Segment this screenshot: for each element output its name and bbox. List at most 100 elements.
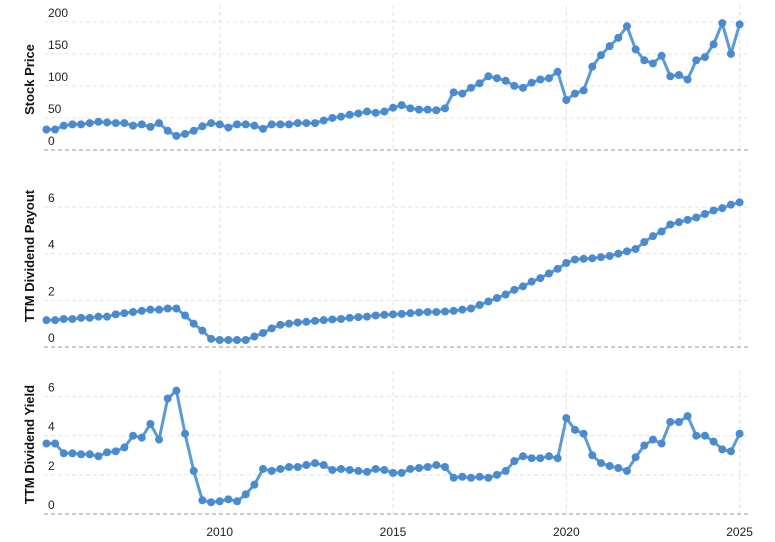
point <box>172 131 181 140</box>
point <box>380 107 389 116</box>
point <box>458 305 467 314</box>
point <box>692 431 701 440</box>
point <box>319 116 328 125</box>
point <box>596 459 605 468</box>
point <box>709 40 718 49</box>
point <box>181 311 190 320</box>
point <box>380 310 389 319</box>
point <box>674 417 683 426</box>
point <box>415 308 424 317</box>
point <box>518 452 527 461</box>
point <box>276 120 285 129</box>
point <box>397 309 406 318</box>
point <box>85 313 94 322</box>
point <box>492 294 501 302</box>
point <box>233 120 242 129</box>
point <box>622 466 631 475</box>
point <box>475 472 484 481</box>
point <box>68 315 77 323</box>
y-tick-label: 4 <box>48 420 55 434</box>
point <box>432 461 441 470</box>
point <box>492 74 501 83</box>
point <box>163 126 172 135</box>
point <box>501 76 510 85</box>
y-tick-label: 6 <box>48 381 55 395</box>
y-axis-label: Stock Price <box>22 44 37 115</box>
point <box>42 316 51 325</box>
point <box>163 394 172 403</box>
y-axis-label: TTM Dividend Yield <box>22 385 37 504</box>
y-tick-label: 0 <box>48 498 55 512</box>
point <box>363 107 372 116</box>
point <box>137 120 146 129</box>
point <box>146 122 155 131</box>
point <box>207 334 216 343</box>
point <box>146 305 155 314</box>
x-tick-label: 2020 <box>553 525 580 539</box>
point <box>579 86 588 95</box>
point <box>666 417 675 426</box>
point <box>397 101 406 110</box>
point <box>406 309 415 318</box>
point <box>683 215 692 224</box>
point <box>354 313 363 322</box>
point <box>622 247 631 256</box>
point <box>588 451 597 460</box>
point <box>163 304 172 313</box>
point <box>267 120 276 129</box>
point <box>605 462 614 471</box>
point <box>85 450 94 459</box>
point <box>103 448 112 457</box>
point <box>293 463 302 472</box>
point <box>683 75 692 84</box>
point <box>674 218 683 227</box>
point <box>605 252 614 260</box>
line <box>46 200 740 342</box>
point <box>527 78 536 87</box>
point <box>172 304 181 313</box>
point <box>319 461 328 470</box>
point <box>68 449 77 458</box>
point <box>120 119 129 128</box>
point <box>120 309 129 318</box>
point <box>328 113 337 122</box>
point <box>137 433 146 442</box>
point <box>475 301 484 309</box>
point <box>51 439 60 448</box>
point <box>432 308 441 316</box>
point <box>59 121 68 130</box>
point <box>657 439 666 448</box>
point <box>42 125 51 134</box>
point <box>328 465 337 474</box>
point <box>718 445 727 454</box>
point <box>111 310 120 319</box>
point <box>484 72 493 81</box>
point <box>345 313 354 322</box>
point <box>709 206 718 215</box>
point <box>94 117 103 126</box>
point <box>492 470 501 479</box>
y-tick-label: 2 <box>48 284 55 298</box>
point <box>233 336 242 344</box>
point <box>59 449 68 458</box>
point <box>423 463 432 472</box>
point <box>536 75 545 84</box>
point <box>311 316 320 325</box>
point <box>458 89 467 98</box>
point <box>293 119 302 128</box>
point <box>111 447 120 456</box>
point <box>285 319 294 328</box>
point <box>501 290 510 299</box>
y-tick-label: 200 <box>48 6 68 20</box>
point <box>363 312 372 321</box>
point <box>233 497 242 506</box>
point <box>735 429 744 438</box>
y-tick-label: 100 <box>48 70 68 84</box>
point <box>536 454 545 463</box>
point <box>77 450 86 459</box>
y-tick-label: 150 <box>48 38 68 52</box>
point <box>224 123 233 132</box>
point <box>363 467 372 476</box>
point <box>596 253 605 262</box>
point <box>415 105 424 114</box>
